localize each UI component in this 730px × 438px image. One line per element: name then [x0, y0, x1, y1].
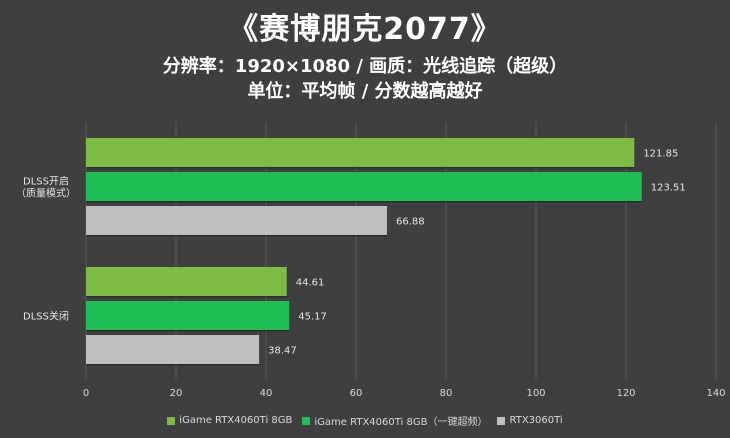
legend-swatch — [497, 416, 506, 425]
data-label: 45.17 — [298, 312, 327, 323]
legend-label: iGame RTX4060Ti 8GB（一键超频） — [314, 417, 488, 428]
x-tick-label: 0 — [83, 388, 89, 399]
category-label: DLSS开启 — [23, 175, 69, 188]
x-tick-label: 40 — [260, 388, 273, 399]
bar — [86, 335, 260, 364]
chart-title: 《赛博朋克2077》 — [228, 12, 502, 47]
x-tick-label: 140 — [706, 388, 725, 399]
data-label: 38.47 — [268, 346, 297, 357]
bar — [86, 206, 387, 235]
data-label: 123.51 — [651, 183, 686, 194]
bar — [86, 172, 642, 201]
legend-swatch — [302, 416, 311, 425]
data-label: 44.61 — [296, 278, 325, 289]
data-label: 66.88 — [396, 217, 425, 228]
x-tick-label: 100 — [526, 388, 545, 399]
bar — [86, 301, 290, 330]
x-tick-label: 120 — [616, 388, 635, 399]
x-tick-label: 80 — [440, 388, 453, 399]
data-label: 121.85 — [643, 149, 678, 160]
chart-subtitle-units: 单位：平均帧 / 分数越高越好 — [247, 81, 483, 102]
legend-item: iGame RTX4060Ti 8GB — [167, 413, 292, 428]
chart-subtitle-settings: 分辨率：1920×1080 / 画质：光线追踪（超级） — [162, 56, 568, 77]
bar — [86, 138, 635, 167]
legend-swatch — [167, 416, 176, 425]
category-label: （质量模式） — [16, 187, 76, 200]
x-tick-label: 20 — [170, 388, 183, 399]
legend-label: iGame RTX4060Ti 8GB — [179, 415, 293, 426]
chart-legend: iGame RTX4060Ti 8GB iGame RTX4060Ti 8GB（一… — [0, 413, 730, 428]
category-label: DLSS关闭 — [23, 310, 69, 323]
bar — [86, 267, 287, 296]
legend-label: RTX3060Ti — [509, 415, 563, 426]
legend-item: iGame RTX4060Ti 8GB（一键超频） — [302, 413, 487, 428]
x-tick-label: 60 — [350, 388, 363, 399]
legend-item: RTX3060Ti — [497, 413, 563, 428]
